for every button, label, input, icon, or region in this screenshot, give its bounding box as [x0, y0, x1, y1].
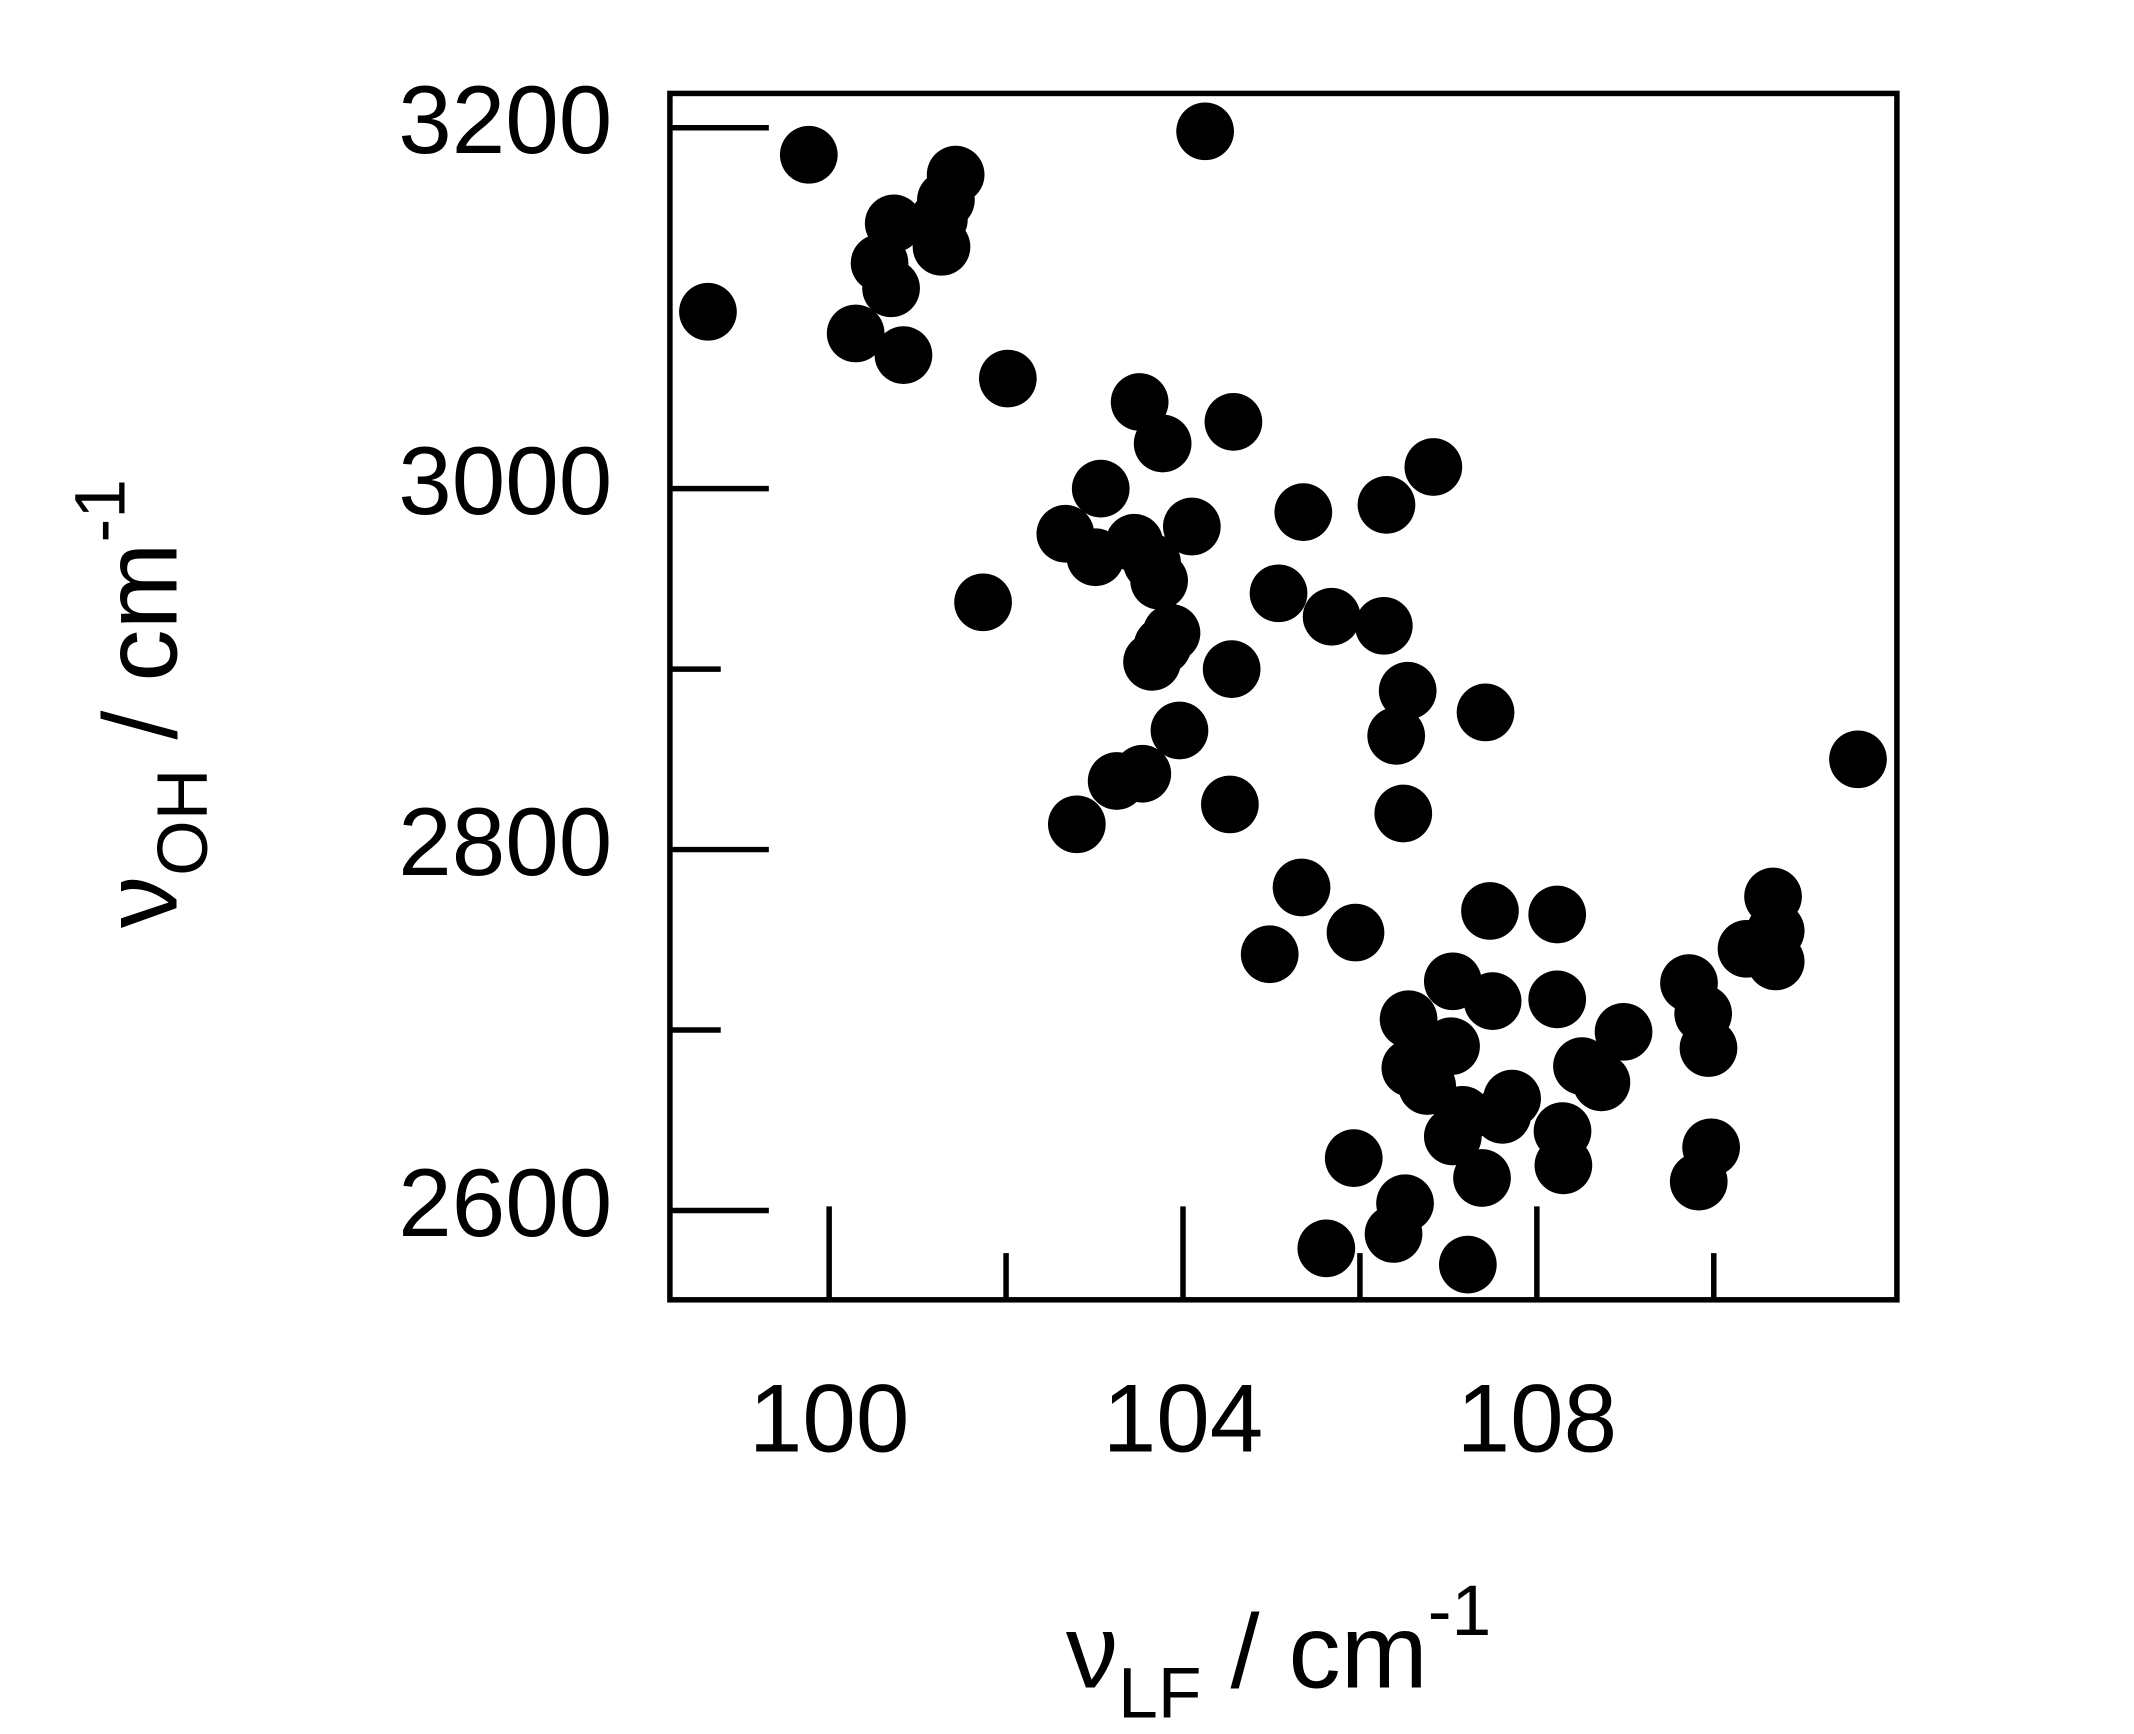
point: [1374, 784, 1433, 843]
point: [1133, 414, 1192, 473]
point: [1087, 752, 1146, 810]
x-tick-label: 108: [1457, 1366, 1617, 1473]
x-label-symbol: ν: [1066, 1593, 1118, 1710]
point: [1047, 795, 1106, 854]
point: [1364, 1205, 1423, 1263]
point: [1473, 1085, 1532, 1144]
y-label-superscript: -1: [60, 479, 140, 543]
point: [1669, 1152, 1728, 1211]
point: [1423, 1107, 1482, 1166]
point: [1528, 970, 1587, 1029]
point: [1679, 1019, 1738, 1077]
point: [1071, 459, 1130, 518]
point: [1378, 661, 1437, 720]
point: [1302, 587, 1361, 646]
point: [1438, 1235, 1497, 1294]
point: [1297, 1219, 1356, 1278]
point: [1204, 393, 1263, 451]
point: [1130, 551, 1188, 610]
y-tick-label: 3000: [398, 428, 612, 535]
x-label-unit: / cm: [1202, 1593, 1428, 1710]
plot-frame: [667, 90, 1900, 1303]
point: [1201, 775, 1259, 834]
point: [1572, 1053, 1631, 1112]
x-tick-label: 104: [1103, 1366, 1263, 1473]
point: [874, 326, 933, 384]
point: [1354, 596, 1413, 655]
point: [1249, 564, 1308, 623]
point: [1367, 707, 1426, 765]
y-axis-label: νOH / cm-1: [60, 479, 222, 928]
point: [1202, 640, 1261, 698]
point: [1594, 1002, 1653, 1061]
y-tick-label: 2600: [398, 1150, 612, 1257]
point: [1150, 701, 1209, 760]
point: [1326, 903, 1385, 962]
point: [1162, 497, 1221, 556]
point: [1404, 438, 1463, 496]
point: [1272, 858, 1331, 917]
point: [1456, 683, 1515, 742]
point: [779, 125, 838, 184]
point: [1461, 882, 1519, 940]
x-axis-label: νLF / cm-1: [1066, 1571, 1491, 1733]
x-tick-label: 100: [749, 1366, 909, 1473]
x-label-subscript: LF: [1118, 1654, 1201, 1734]
point: [1746, 932, 1805, 991]
y-label-unit: / cm: [83, 542, 200, 768]
point: [679, 282, 737, 341]
point: [1176, 102, 1234, 161]
point: [1357, 476, 1416, 534]
point: [1829, 730, 1887, 789]
point: [1534, 1136, 1593, 1195]
point: [954, 573, 1012, 632]
y-label-subscript: OH: [143, 769, 223, 876]
y-tick-label: 2800: [398, 789, 612, 896]
point: [1453, 1149, 1511, 1207]
point: [1528, 885, 1587, 944]
point: [978, 349, 1037, 408]
point: [1379, 990, 1438, 1049]
point: [826, 304, 885, 363]
point: [1123, 633, 1181, 691]
point: [1240, 925, 1299, 984]
x-label-superscript: -1: [1428, 1571, 1492, 1651]
point: [1463, 972, 1522, 1031]
point: [1274, 483, 1333, 541]
point: [1324, 1129, 1383, 1188]
y-label-symbol: ν: [83, 876, 200, 928]
point: [862, 259, 920, 318]
y-tick-label: 3200: [398, 67, 612, 174]
point: [912, 217, 971, 276]
